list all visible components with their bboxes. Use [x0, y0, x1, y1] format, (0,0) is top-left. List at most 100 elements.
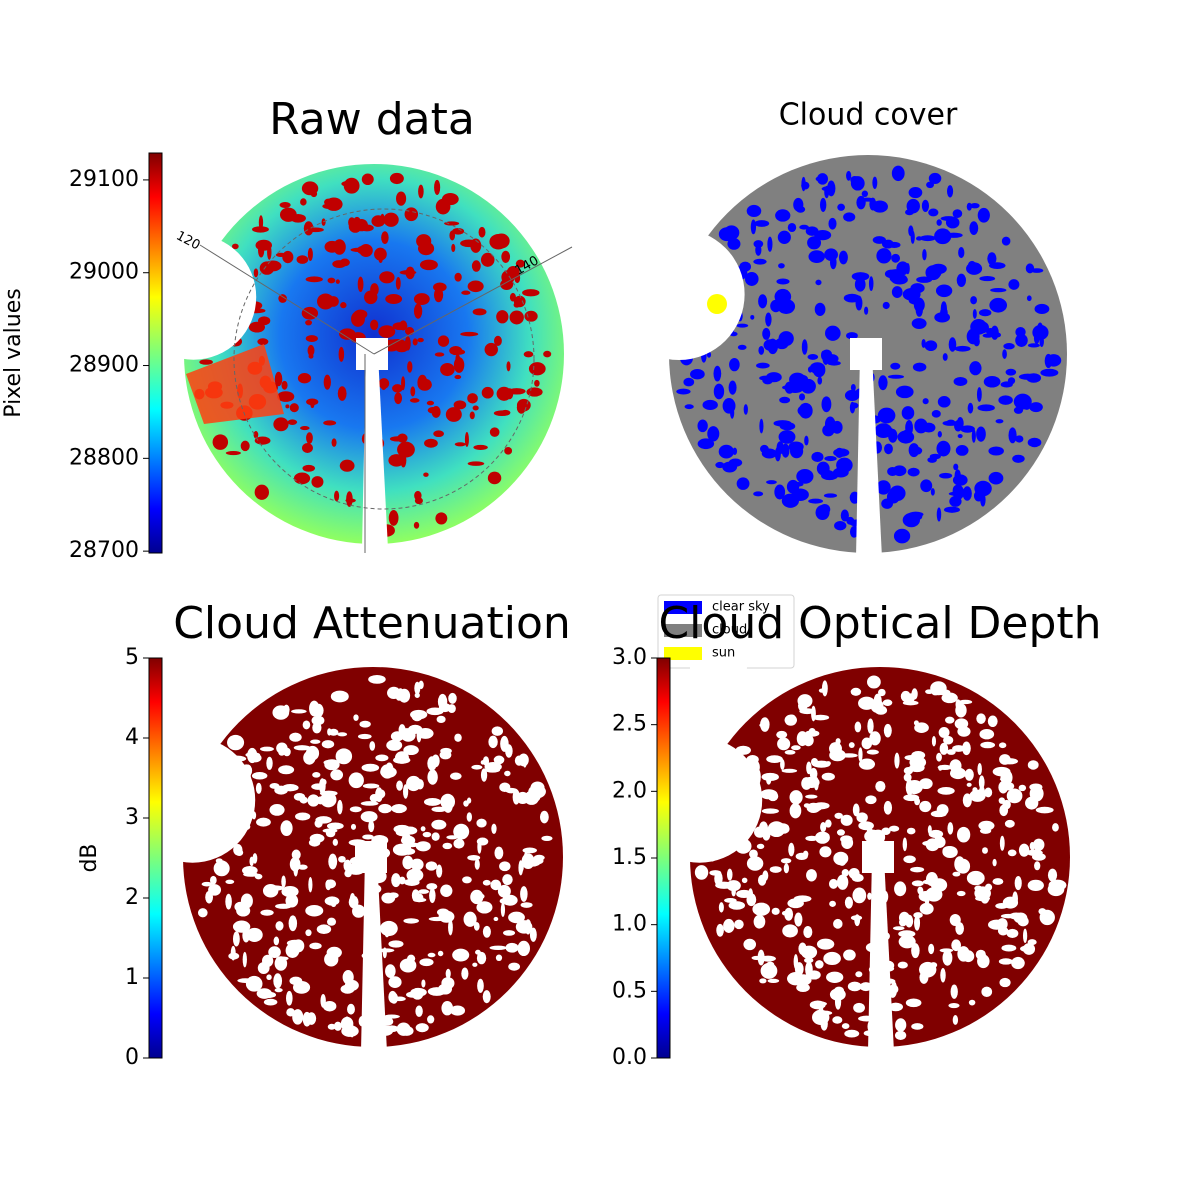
- image-texture: [392, 384, 403, 393]
- image-texture: [274, 956, 288, 971]
- image-texture: [500, 902, 506, 917]
- image-texture: [781, 910, 788, 916]
- image-texture: [441, 977, 455, 990]
- image-texture: [919, 902, 934, 915]
- image-texture: [414, 490, 422, 501]
- image-texture: [454, 374, 462, 380]
- image-texture: [478, 226, 486, 238]
- image-texture: [716, 923, 724, 937]
- image-texture: [968, 999, 976, 1006]
- image-texture: [314, 819, 323, 828]
- image-texture: [1018, 373, 1037, 380]
- image-texture: [840, 509, 849, 522]
- image-texture: [201, 881, 213, 887]
- image-texture: [937, 787, 955, 795]
- image-texture: [754, 220, 770, 227]
- image-texture: [476, 901, 493, 914]
- colorbar: [148, 152, 163, 554]
- image-texture: [383, 1014, 400, 1019]
- image-texture: [780, 858, 792, 864]
- image-texture: [858, 821, 874, 831]
- image-texture: [410, 858, 424, 871]
- image-texture: [466, 812, 473, 822]
- image-texture: [436, 864, 443, 878]
- image-texture: [789, 481, 804, 487]
- image-texture: [1022, 928, 1028, 944]
- image-texture: [976, 713, 986, 724]
- image-texture: [1026, 295, 1032, 302]
- image-texture: [840, 835, 853, 844]
- image-texture: [398, 688, 403, 693]
- image-texture: [426, 883, 438, 890]
- image-texture: [330, 690, 349, 703]
- image-texture: [1014, 875, 1022, 891]
- image-texture: [385, 964, 396, 979]
- image-texture: [317, 293, 335, 310]
- image-texture: [975, 949, 986, 960]
- image-texture: [275, 921, 284, 931]
- image-texture: [769, 866, 782, 873]
- image-texture: [471, 764, 483, 770]
- image-texture: [903, 773, 912, 782]
- image-texture: [344, 979, 359, 991]
- image-texture: [1027, 760, 1039, 770]
- image-texture: [912, 446, 923, 455]
- image-texture: [806, 761, 812, 775]
- image-texture: [945, 716, 955, 724]
- image-texture: [411, 889, 420, 902]
- image-texture: [399, 270, 417, 275]
- image-texture: [972, 787, 978, 793]
- image-texture: [505, 942, 519, 953]
- image-texture: [829, 988, 846, 1001]
- image-texture: [833, 851, 849, 866]
- image-texture: [452, 227, 465, 235]
- image-texture: [807, 970, 821, 980]
- image-texture: [285, 404, 290, 409]
- image-texture: [852, 887, 867, 904]
- image-texture: [291, 849, 301, 860]
- image-texture: [528, 362, 546, 376]
- image-texture: [454, 442, 466, 447]
- image-texture: [285, 894, 299, 908]
- image-texture: [814, 803, 823, 811]
- image-texture: [293, 862, 299, 877]
- polar-spoke: [373, 246, 573, 355]
- image-texture: [404, 336, 411, 351]
- image-texture: [811, 451, 824, 463]
- image-texture: [454, 272, 462, 282]
- image-texture: [825, 761, 831, 766]
- image-texture: [434, 352, 445, 357]
- image-texture: [490, 879, 502, 891]
- image-texture: [828, 217, 837, 230]
- image-texture: [850, 383, 856, 392]
- image-texture: [758, 294, 768, 309]
- legend-label: sun: [712, 646, 735, 661]
- image-texture: [335, 748, 353, 765]
- image-texture: [426, 400, 435, 406]
- image-texture: [850, 915, 863, 921]
- image-texture: [481, 386, 494, 399]
- polar-spoke: [199, 244, 375, 355]
- image-texture: [427, 769, 438, 785]
- image-texture: [1047, 868, 1058, 882]
- image-texture: [323, 420, 337, 426]
- image-texture: [415, 1023, 429, 1033]
- image-texture: [937, 764, 952, 770]
- image-texture: [836, 874, 849, 890]
- image-texture: [841, 868, 850, 877]
- image-texture: [300, 198, 307, 206]
- image-texture: [823, 493, 838, 498]
- image-texture: [998, 742, 1007, 749]
- image-texture: [744, 272, 759, 286]
- image-texture: [362, 783, 380, 789]
- image-texture: [489, 234, 508, 250]
- image-texture: [283, 747, 291, 757]
- image-texture: [473, 921, 480, 931]
- image-texture: [253, 431, 259, 439]
- image-texture: [928, 172, 942, 184]
- image-texture: [865, 795, 877, 805]
- image-texture: [348, 772, 364, 789]
- image-texture: [1023, 403, 1031, 410]
- image-texture: [296, 255, 309, 264]
- image-texture: [416, 234, 432, 249]
